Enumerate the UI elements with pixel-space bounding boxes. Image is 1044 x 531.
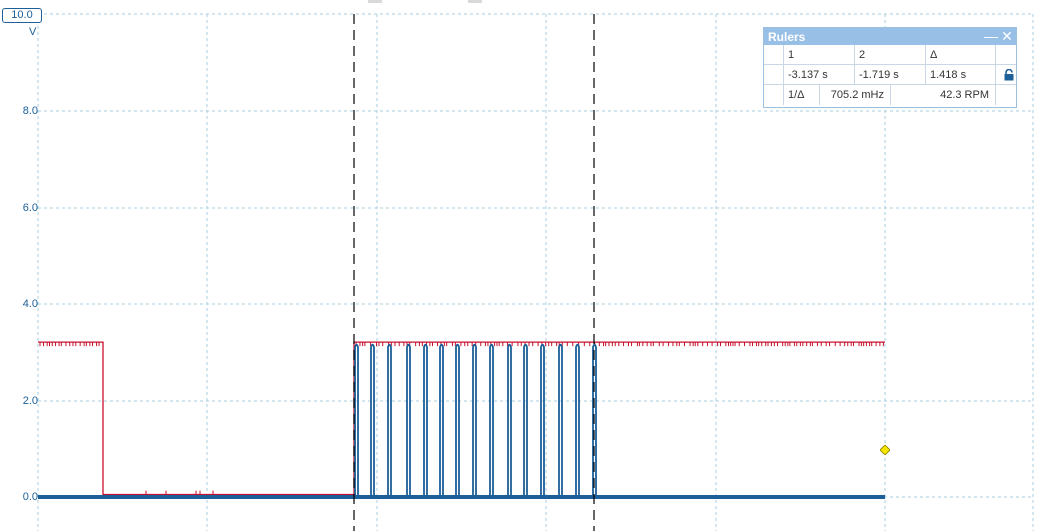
blue-pulse	[558, 343, 563, 497]
ruler-2-value[interactable]: -1.719 s	[855, 65, 926, 85]
blue-pulse	[592, 343, 597, 497]
ruler-delta-value: 1.418 s	[926, 65, 996, 85]
row-tail-blank	[996, 85, 1016, 105]
y-tick-label: 6.0	[22, 202, 38, 214]
blue-pulse	[354, 343, 359, 497]
rulers-title: Rulers	[768, 30, 806, 44]
red-trace	[38, 341, 885, 496]
blue-pulse	[406, 343, 411, 497]
minimize-icon[interactable]: —	[984, 28, 998, 44]
y-axis-unit: V	[29, 26, 37, 38]
y-tick-label: 4.0	[22, 298, 38, 310]
rpm-value: 42.3 RPM	[891, 85, 996, 105]
blue-pulse	[507, 343, 512, 497]
y-axis-max-value[interactable]: 10.0	[2, 8, 42, 23]
blue-pulse	[370, 343, 375, 497]
blue-pulse	[387, 343, 392, 497]
column-header-delta: Δ	[926, 45, 996, 65]
rulers-panel[interactable]: Rulers — ✕ 1 2 Δ -3.137 s -1.719 s 1.418…	[763, 27, 1017, 108]
blue-pulse	[439, 343, 444, 497]
close-icon[interactable]: ✕	[1001, 28, 1013, 44]
lock-icon[interactable]	[1004, 69, 1014, 81]
column-header-1: 1	[784, 45, 855, 65]
lock-cell[interactable]	[996, 65, 1016, 85]
row-header-blank	[764, 85, 784, 105]
y-tick-label: 8.0	[22, 105, 38, 117]
column-header-blank	[996, 45, 1016, 65]
inverse-delta-label: 1/Δ	[784, 85, 820, 105]
y-tick-label: 2.0	[22, 395, 38, 407]
ruler-1-value[interactable]: -3.137 s	[784, 65, 855, 85]
blue-pulse	[455, 343, 460, 497]
blue-pulse	[423, 343, 428, 497]
blue-pulse	[472, 343, 477, 497]
top-tab-left[interactable]	[368, 0, 382, 3]
column-header-2: 2	[855, 45, 926, 65]
blue-pulse	[575, 343, 580, 497]
blue-pulse	[540, 343, 545, 497]
blue-pulse	[523, 343, 528, 497]
rulers-title-bar[interactable]: Rulers — ✕	[764, 28, 1016, 45]
blue-pulse	[489, 343, 494, 497]
y-tick-label: 0.0	[22, 491, 38, 503]
frequency-value: 705.2 mHz	[820, 85, 891, 105]
row-header-blank	[764, 45, 784, 65]
top-tab-right[interactable]	[468, 0, 482, 3]
row-header-blank	[764, 65, 784, 85]
trigger-marker-icon[interactable]	[880, 445, 890, 455]
